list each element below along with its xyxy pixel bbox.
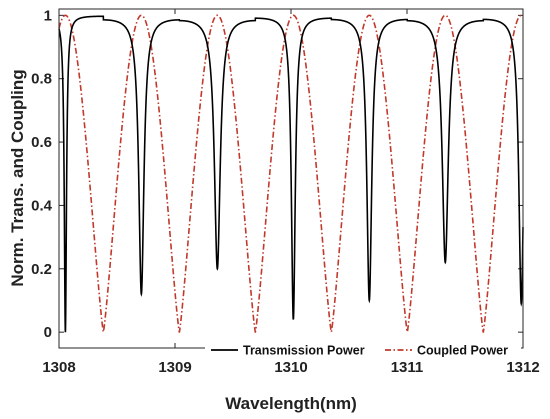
x-axis-title: Wavelength(nm) xyxy=(225,394,357,413)
y-tick-label: 0 xyxy=(44,324,52,341)
x-tick-label: 1309 xyxy=(158,359,191,376)
y-tick-label: 0.6 xyxy=(31,134,52,151)
legend-label-transmission: Transmission Power xyxy=(243,344,365,358)
series-line-transmission-power xyxy=(58,15,524,333)
y-tick-label: 0.8 xyxy=(31,71,52,88)
y-tick-label: 0.4 xyxy=(31,197,53,214)
x-tick-label: 1310 xyxy=(274,359,307,376)
y-tick-label: 1 xyxy=(44,7,52,24)
series-layer xyxy=(58,14,524,333)
x-tick-label: 1308 xyxy=(42,359,75,376)
y-axis-ticks: 0 0.2 0.4 0.6 0.8 1 xyxy=(31,7,523,341)
y-axis-title: Norm. Trans. and Coupling xyxy=(8,69,27,286)
x-tick-label: 1311 xyxy=(391,359,424,376)
legend: Transmission Power Coupled Power xyxy=(205,339,521,361)
y-tick-label: 0.2 xyxy=(31,261,52,278)
legend-box xyxy=(205,339,521,361)
x-tick-label: 1312 xyxy=(506,359,539,376)
series-line-coupled-power xyxy=(58,14,524,333)
legend-label-coupled: Coupled Power xyxy=(417,344,508,358)
